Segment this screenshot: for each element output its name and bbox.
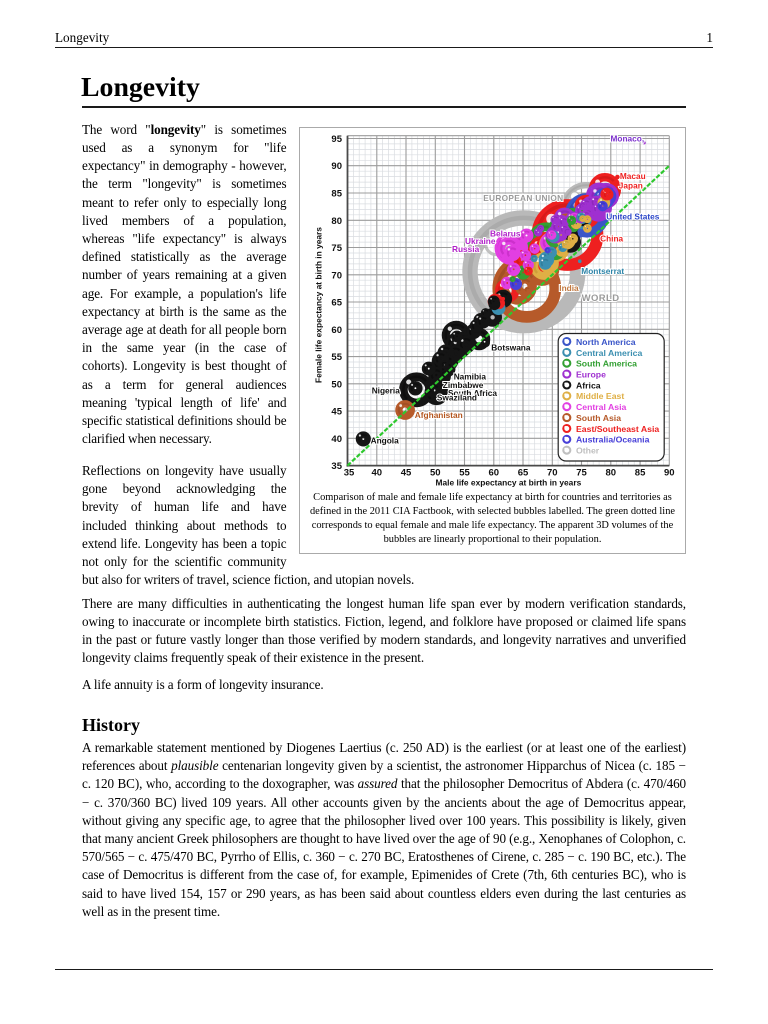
svg-text:Africa: Africa	[576, 380, 601, 390]
svg-text:East/Southeast Asia: East/Southeast Asia	[576, 424, 659, 434]
svg-text:65: 65	[518, 467, 529, 478]
svg-text:South Africa: South Africa	[448, 388, 497, 398]
svg-text:35: 35	[331, 461, 342, 472]
svg-text:Macau: Macau	[620, 171, 646, 181]
svg-text:Zimbabwe: Zimbabwe	[443, 380, 484, 390]
svg-text:90: 90	[664, 467, 675, 478]
svg-text:80: 80	[331, 216, 342, 227]
svg-text:Montserrat: Montserrat	[581, 266, 624, 276]
svg-text:Botswana: Botswana	[491, 343, 531, 353]
svg-text:65: 65	[331, 298, 342, 309]
svg-text:South Asia: South Asia	[576, 413, 621, 423]
svg-text:75: 75	[576, 467, 587, 478]
svg-text:EUROPEAN UNION: EUROPEAN UNION	[483, 193, 563, 203]
svg-text:Middle East: Middle East	[576, 391, 624, 401]
svg-text:85: 85	[331, 189, 342, 200]
svg-text:Australia/Oceania: Australia/Oceania	[576, 435, 650, 445]
svg-text:50: 50	[430, 467, 441, 478]
svg-text:India: India	[559, 283, 579, 293]
svg-text:Ukraine: Ukraine	[465, 236, 496, 246]
svg-text:Other: Other	[576, 446, 600, 456]
svg-text:Male life expectancy at birth: Male life expectancy at birth in years	[436, 478, 582, 488]
svg-text:WORLD: WORLD	[582, 293, 620, 304]
svg-text:South America: South America	[576, 359, 637, 369]
svg-text:Nigeria: Nigeria	[372, 385, 401, 395]
svg-text:Namibia: Namibia	[454, 372, 487, 382]
svg-text:95: 95	[331, 134, 342, 145]
svg-text:40: 40	[372, 467, 383, 478]
svg-text:45: 45	[401, 467, 412, 478]
svg-text:55: 55	[459, 467, 470, 478]
svg-text:Belarus: Belarus	[490, 228, 521, 238]
svg-text:Central Asia: Central Asia	[576, 402, 627, 412]
svg-text:Angola: Angola	[371, 436, 400, 446]
svg-text:60: 60	[331, 325, 342, 336]
svg-text:Monaco,: Monaco,	[611, 134, 645, 144]
svg-text:China: China	[600, 234, 623, 244]
svg-text:45: 45	[331, 407, 342, 418]
svg-text:North America: North America	[576, 337, 636, 347]
svg-text:80: 80	[606, 467, 617, 478]
svg-text:Europe: Europe	[576, 370, 606, 380]
svg-text:50: 50	[331, 379, 342, 390]
svg-text:70: 70	[331, 270, 342, 281]
svg-text:60: 60	[489, 467, 500, 478]
svg-text:Swaziland: Swaziland	[437, 393, 477, 403]
svg-text:35: 35	[344, 467, 355, 478]
svg-text:Central America: Central America	[576, 348, 642, 358]
svg-text:Female life expectancy at birt: Female life expectancy at birth in years	[314, 227, 324, 383]
svg-text:Russia: Russia	[452, 244, 480, 254]
svg-text:40: 40	[331, 434, 342, 445]
svg-text:United States: United States	[606, 212, 659, 222]
svg-text:70: 70	[547, 467, 558, 478]
svg-text:85: 85	[635, 467, 646, 478]
svg-text:Afghanistan: Afghanistan	[415, 410, 463, 420]
svg-text:75: 75	[331, 243, 342, 254]
svg-text:55: 55	[331, 352, 342, 363]
svg-text:Japan: Japan	[619, 180, 643, 190]
svg-text:90: 90	[331, 161, 342, 172]
